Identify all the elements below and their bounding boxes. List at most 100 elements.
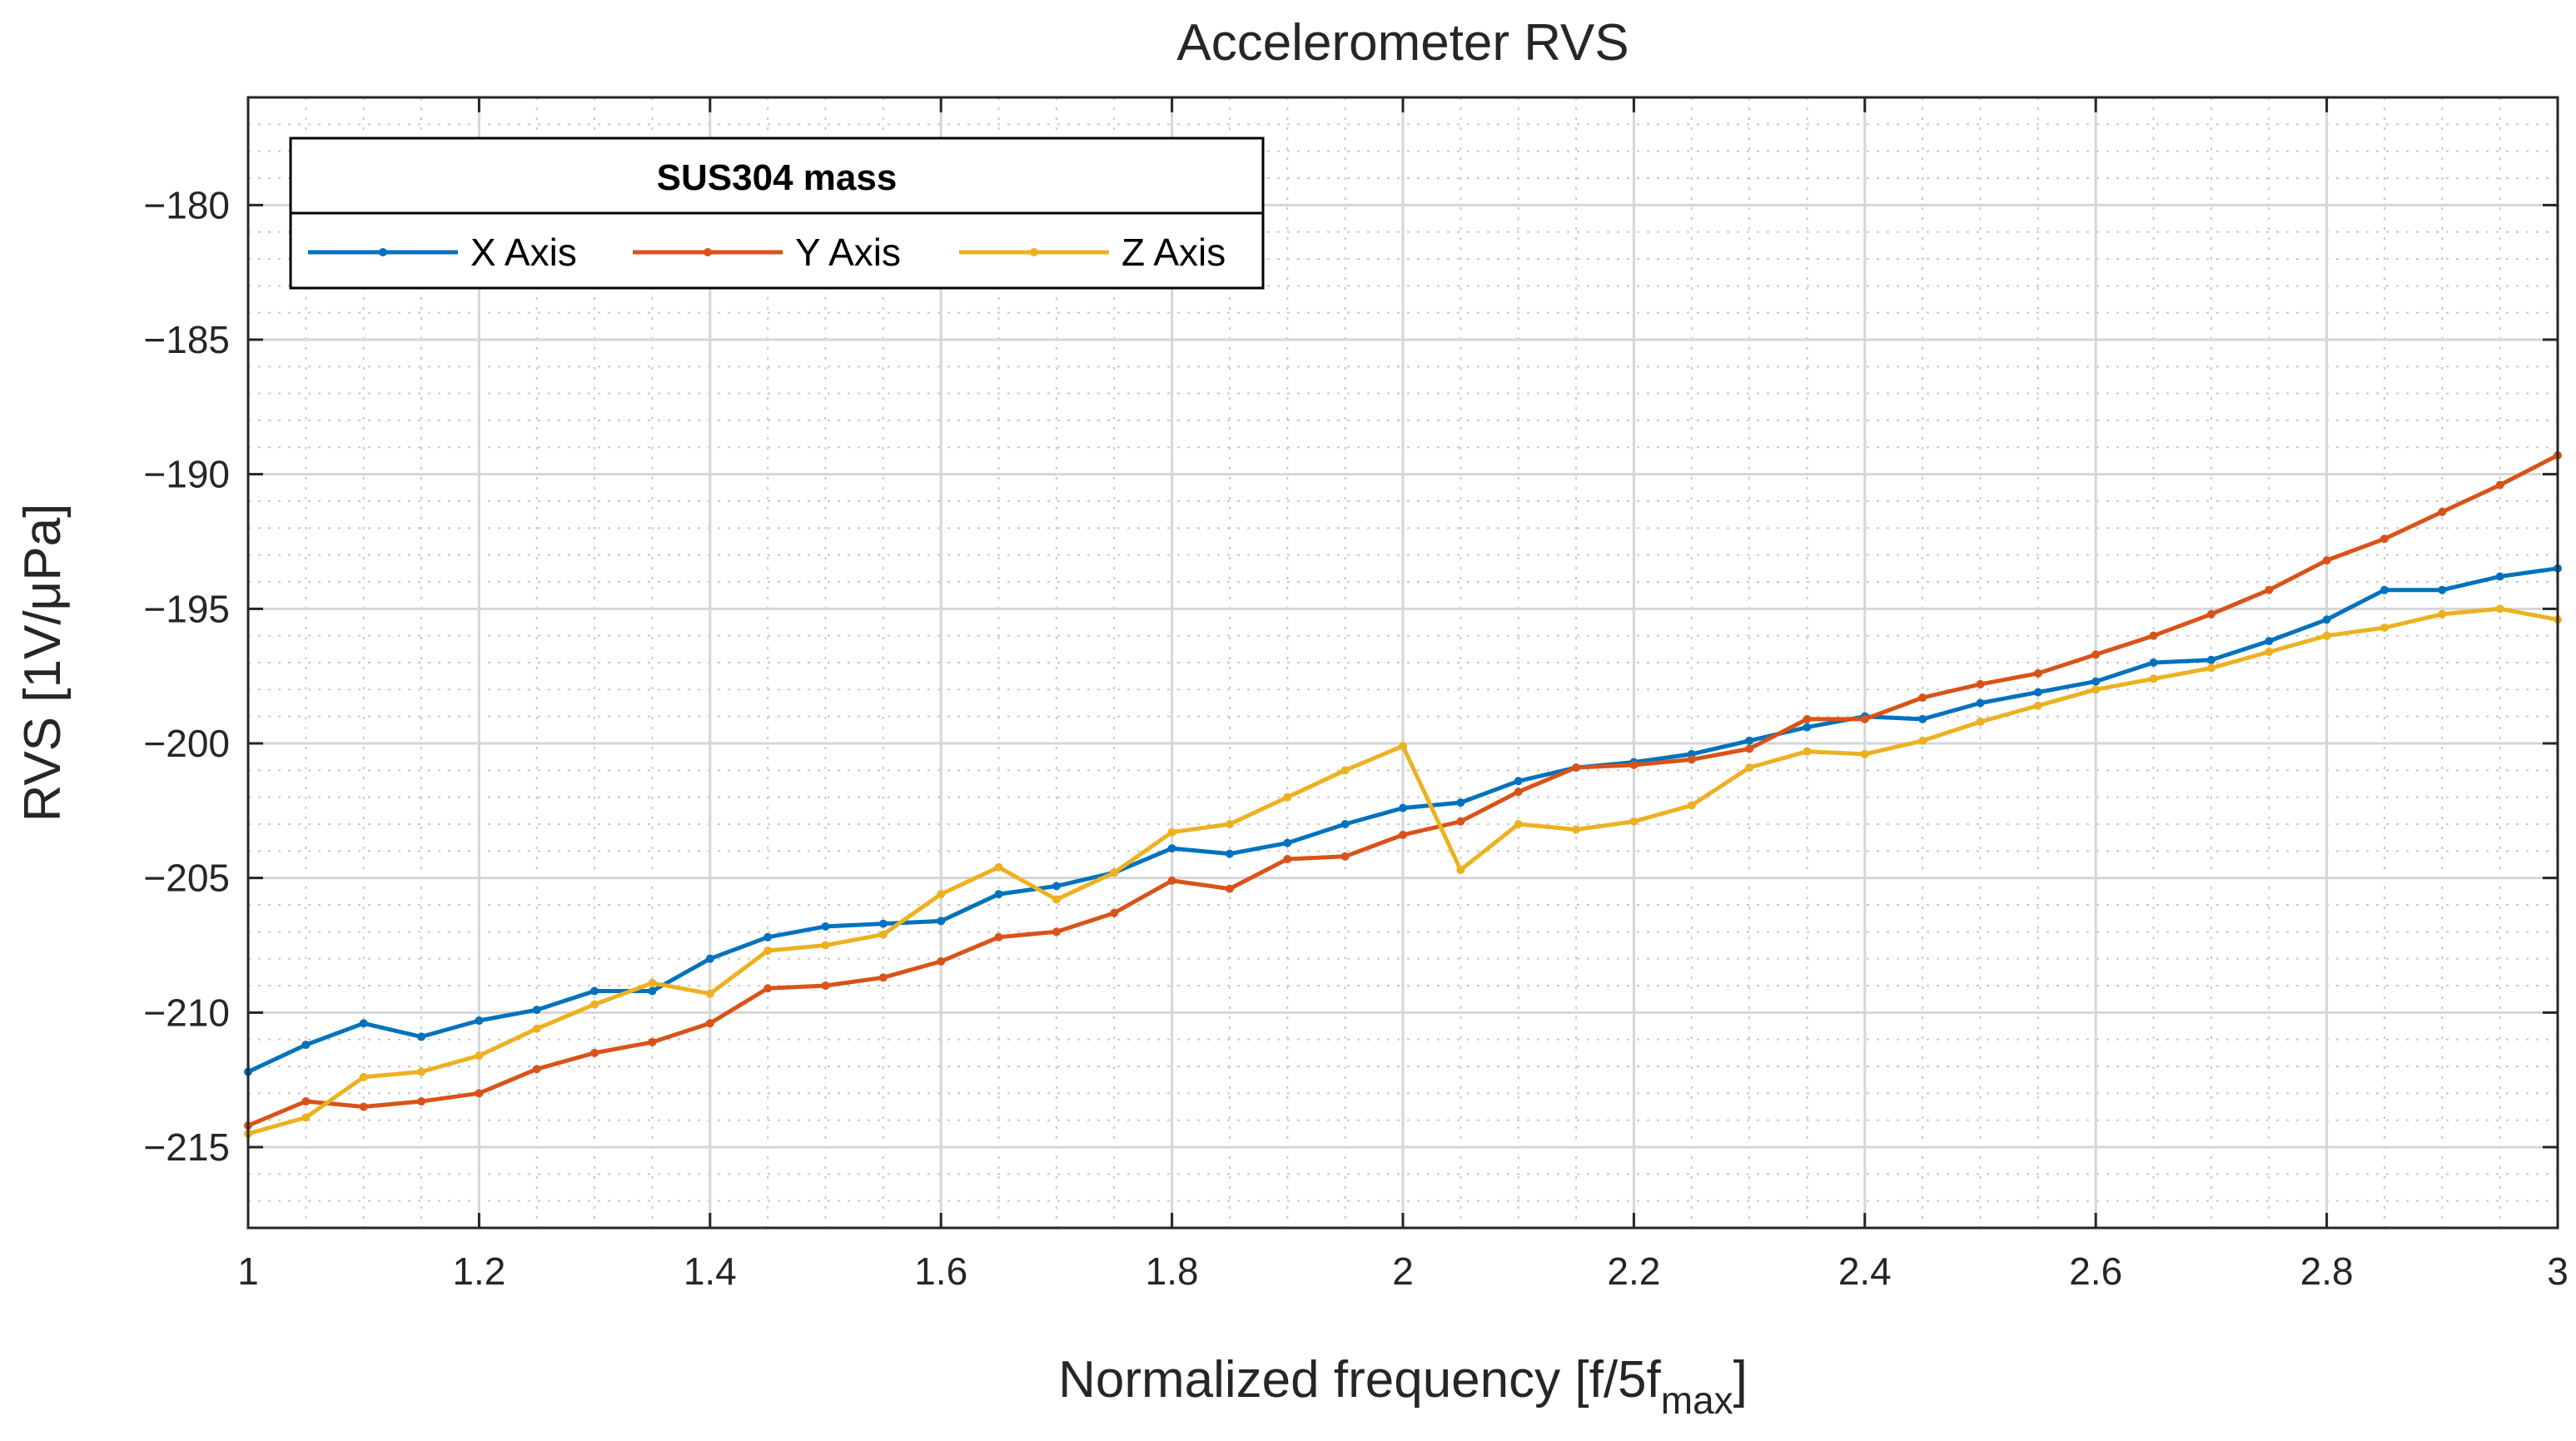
- data-point-x-axis: [1399, 803, 1407, 812]
- data-point-z-axis: [2265, 648, 2274, 657]
- data-point-y-axis: [2033, 668, 2042, 678]
- x-tick-label: 2.8: [2300, 1250, 2354, 1293]
- data-point-z-axis: [2495, 604, 2504, 614]
- data-point-x-axis: [1167, 844, 1176, 853]
- x-tick-label: 1.4: [684, 1250, 737, 1293]
- y-tick-label: −205: [143, 857, 230, 900]
- data-point-x-axis: [2091, 677, 2101, 686]
- data-point-y-axis: [2322, 556, 2331, 565]
- data-point-z-axis: [1225, 820, 1234, 828]
- data-point-z-axis: [1976, 718, 1985, 727]
- legend-entries: X Axis Y Axis Z Axis: [308, 231, 1226, 274]
- data-point-z-axis: [1572, 825, 1581, 834]
- data-point-z-axis: [1803, 747, 1812, 756]
- legend-marker-z-axis: [1030, 248, 1038, 256]
- data-point-x-axis: [2438, 585, 2447, 594]
- data-point-y-axis: [1687, 755, 1696, 764]
- x-axis-label-subscript: max: [1661, 1379, 1733, 1422]
- y-tick-label: −180: [143, 183, 230, 226]
- data-point-y-axis: [705, 1019, 714, 1028]
- data-point-y-axis: [2206, 609, 2215, 619]
- data-point-y-axis: [1514, 788, 1523, 797]
- data-point-y-axis: [648, 1037, 657, 1046]
- tick-marks: [246, 97, 2559, 1228]
- y-tick-label: −215: [143, 1125, 230, 1169]
- data-point-x-axis: [1283, 838, 1292, 847]
- data-point-z-axis: [417, 1067, 426, 1076]
- series-layer: [244, 451, 2562, 1138]
- x-tick-label: 2.2: [1607, 1250, 1660, 1293]
- data-point-x-axis: [301, 1041, 311, 1050]
- data-point-z-axis: [475, 1051, 484, 1061]
- data-point-x-axis: [359, 1019, 368, 1028]
- data-point-x-axis: [937, 917, 946, 926]
- data-point-x-axis: [2033, 688, 2042, 697]
- data-point-y-axis: [1456, 817, 1465, 826]
- data-point-x-axis: [994, 890, 1003, 899]
- data-point-y-axis: [417, 1097, 426, 1106]
- legend-entry-y-axis: Y Axis: [633, 231, 901, 274]
- data-point-y-axis: [301, 1097, 311, 1106]
- data-point-y-axis: [937, 957, 946, 966]
- legend: SUS304 mass X Axis Y Axis Z Axis: [289, 137, 1265, 290]
- data-point-y-axis: [2265, 585, 2274, 594]
- data-point-x-axis: [1225, 849, 1234, 858]
- data-point-z-axis: [1167, 827, 1176, 837]
- data-point-y-axis: [821, 981, 830, 990]
- legend-label-y-axis: Y Axis: [795, 231, 901, 274]
- data-point-y-axis: [1860, 714, 1869, 723]
- data-point-z-axis: [1745, 763, 1754, 773]
- data-point-z-axis: [2033, 701, 2042, 710]
- legend-entry-z-axis: Z Axis: [959, 231, 1226, 274]
- legend-entry-x-axis: X Axis: [308, 231, 577, 274]
- data-point-y-axis: [359, 1102, 368, 1111]
- data-point-z-axis: [994, 862, 1003, 872]
- x-tick-label: 2: [1392, 1250, 1414, 1293]
- data-point-x-axis: [2265, 637, 2274, 646]
- data-point-y-axis: [2380, 534, 2389, 544]
- legend-marker-x-axis: [379, 248, 387, 256]
- data-point-y-axis: [763, 984, 773, 993]
- y-tick-label: −210: [143, 991, 230, 1034]
- data-point-x-axis: [821, 922, 830, 931]
- data-point-x-axis: [2149, 658, 2158, 667]
- data-point-y-axis: [1629, 760, 1639, 769]
- data-point-z-axis: [2380, 623, 2389, 632]
- data-point-y-axis: [1918, 693, 1927, 703]
- data-point-x-axis: [1803, 723, 1812, 732]
- data-point-y-axis: [2495, 480, 2504, 489]
- data-point-x-axis: [1976, 698, 1985, 708]
- x-tick-label: 1.6: [914, 1250, 967, 1293]
- data-point-z-axis: [532, 1024, 541, 1033]
- data-point-x-axis: [475, 1016, 484, 1026]
- data-point-z-axis: [2206, 663, 2215, 673]
- data-point-x-axis: [417, 1032, 426, 1041]
- data-point-z-axis: [1399, 742, 1407, 751]
- data-point-y-axis: [1976, 679, 1985, 688]
- data-point-y-axis: [1745, 744, 1754, 753]
- data-point-z-axis: [1052, 895, 1061, 904]
- tick-labels: 1 1.2 1.4 1.6 1.8 2 2.2 2.4 2.6 2.8 3 −180 −185 −190 −…: [143, 183, 2568, 1293]
- data-point-z-axis: [1456, 865, 1465, 874]
- data-point-x-axis: [2322, 615, 2331, 624]
- chart-title: Accelerometer RVS: [1176, 14, 1629, 72]
- data-point-y-axis: [532, 1065, 541, 1074]
- data-point-z-axis: [1918, 736, 1927, 745]
- data-point-z-axis: [301, 1113, 311, 1122]
- data-point-x-axis: [590, 986, 599, 996]
- legend-label-z-axis: Z Axis: [1121, 231, 1226, 274]
- data-point-z-axis: [1514, 820, 1523, 828]
- data-point-z-axis: [763, 946, 773, 955]
- x-tick-label: 3: [2547, 1250, 2569, 1293]
- data-point-x-axis: [1918, 714, 1927, 723]
- data-point-y-axis: [1110, 908, 1119, 917]
- legend-title: SUS304 mass: [657, 157, 898, 198]
- data-point-y-axis: [1167, 876, 1176, 885]
- data-point-z-axis: [648, 978, 657, 987]
- data-point-y-axis: [994, 932, 1003, 942]
- data-point-z-axis: [1860, 749, 1869, 758]
- y-tick-label: −190: [143, 453, 230, 496]
- major-grid: [248, 97, 2558, 1228]
- data-point-y-axis: [2149, 631, 2158, 640]
